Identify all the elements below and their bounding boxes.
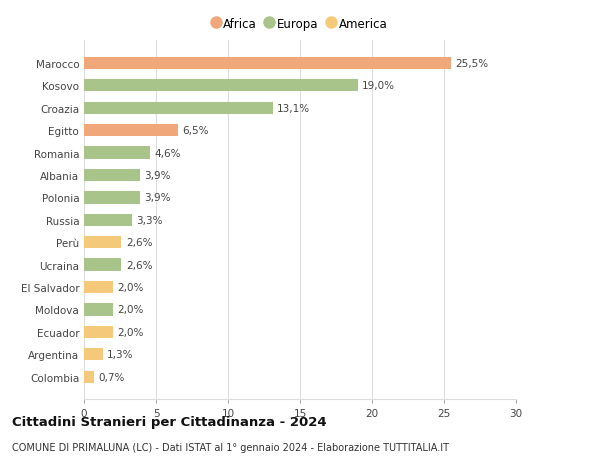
Bar [84, 192, 140, 204]
Bar [84, 125, 178, 137]
Text: 2,0%: 2,0% [117, 327, 143, 337]
Text: 3,3%: 3,3% [136, 215, 163, 225]
Text: 13,1%: 13,1% [277, 103, 310, 113]
Bar [84, 236, 121, 249]
Legend: Africa, Europa, America: Africa, Europa, America [208, 13, 392, 36]
Text: 2,0%: 2,0% [117, 305, 143, 315]
Bar [84, 348, 103, 361]
Text: 0,7%: 0,7% [98, 372, 125, 382]
Bar [84, 304, 113, 316]
Bar [84, 57, 451, 70]
Text: 1,3%: 1,3% [107, 350, 134, 359]
Text: 2,6%: 2,6% [126, 260, 152, 270]
Text: 3,9%: 3,9% [145, 193, 171, 203]
Bar [84, 259, 121, 271]
Bar [84, 169, 140, 182]
Text: Cittadini Stranieri per Cittadinanza - 2024: Cittadini Stranieri per Cittadinanza - 2… [12, 415, 326, 428]
Text: COMUNE DI PRIMALUNA (LC) - Dati ISTAT al 1° gennaio 2024 - Elaborazione TUTTITAL: COMUNE DI PRIMALUNA (LC) - Dati ISTAT al… [12, 442, 449, 452]
Bar [84, 281, 113, 294]
Text: 19,0%: 19,0% [362, 81, 395, 91]
Bar [84, 326, 113, 338]
Text: 2,6%: 2,6% [126, 238, 152, 248]
Bar [84, 147, 150, 159]
Bar [84, 80, 358, 92]
Text: 4,6%: 4,6% [155, 148, 181, 158]
Text: 2,0%: 2,0% [117, 282, 143, 292]
Text: 3,9%: 3,9% [145, 171, 171, 180]
Bar [84, 214, 131, 226]
Text: 6,5%: 6,5% [182, 126, 208, 136]
Bar [84, 371, 94, 383]
Bar [84, 102, 272, 115]
Text: 25,5%: 25,5% [455, 59, 488, 69]
